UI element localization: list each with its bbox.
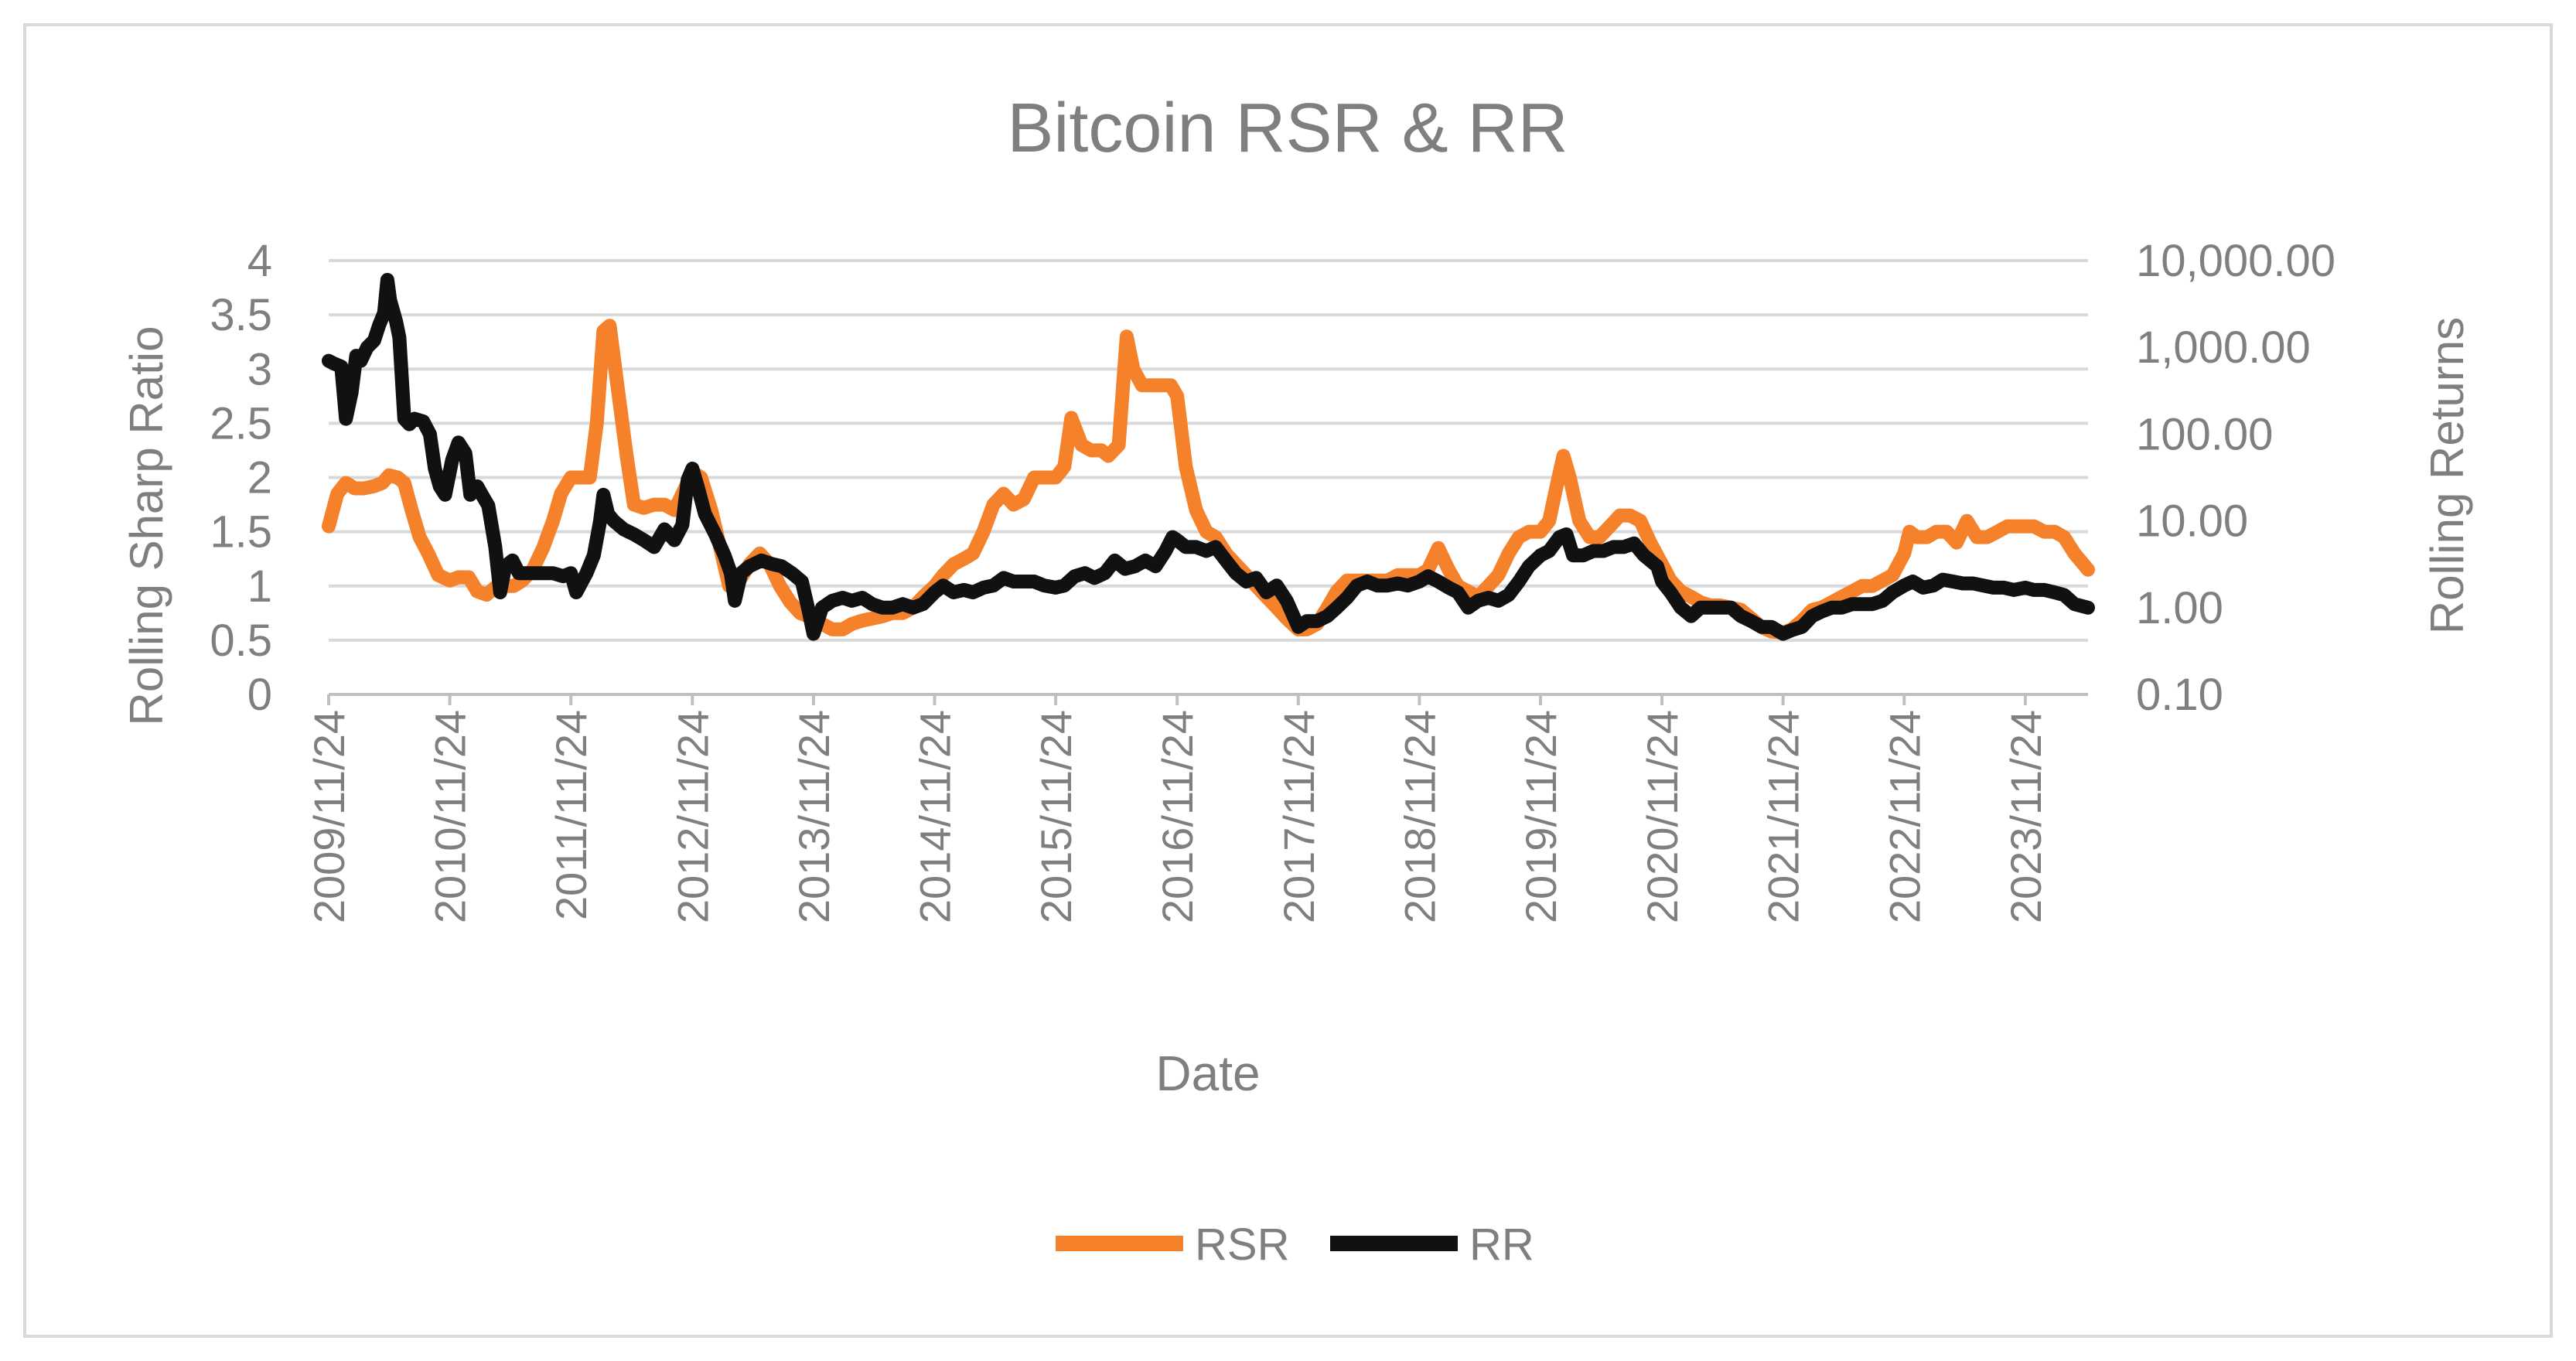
right-axis-ticks: 0.10 1.00 10.00 100.00 1,000.00 10,000.00 — [2136, 236, 2335, 720]
series-line-rr — [322, 272, 2095, 641]
chart-title: Bitcoin RSR & RR — [1007, 90, 1568, 167]
y-right-tick-label: 1.00 — [2136, 583, 2223, 633]
y-left-tick-label: 4 — [247, 236, 272, 286]
y-left-tick-label: 0.5 — [210, 616, 272, 666]
y-right-tick-label: 100.00 — [2136, 409, 2273, 459]
x-tick-label: 2023/11/24 — [2001, 710, 2050, 923]
x-tick-label: 2015/11/24 — [1032, 710, 1080, 923]
legend-label-rr: RR — [1469, 1219, 1534, 1270]
gridlines — [329, 259, 2088, 696]
series-lines — [322, 272, 2095, 641]
chart-frame — [23, 23, 2553, 1338]
y-left-tick-label: 3.5 — [210, 290, 272, 340]
x-tick-label: 2010/11/24 — [426, 710, 475, 923]
y-left-tick-label: 2.5 — [210, 398, 272, 449]
x-tick-label: 2012/11/24 — [668, 710, 717, 923]
x-axis-label: Date — [1155, 1045, 1260, 1101]
x-tick-label: 2019/11/24 — [1517, 710, 1565, 923]
x-axis-ticks: 2009/11/24 2010/11/24 2011/11/24 2012/11/24… — [305, 694, 2050, 923]
y-right-tick-label: 0.10 — [2136, 670, 2223, 720]
y-left-tick-label: 2 — [247, 453, 272, 503]
y-right-tick-label: 1,000.00 — [2136, 322, 2311, 373]
x-tick-label: 2020/11/24 — [1638, 710, 1687, 923]
y-right-label: Rolling Returns — [2421, 317, 2473, 634]
legend: RSR RR — [1056, 1219, 1534, 1270]
y-left-tick-label: 0 — [247, 670, 272, 720]
x-tick-label: 2017/11/24 — [1274, 710, 1323, 923]
y-left-tick-label: 1.5 — [210, 507, 272, 558]
left-axis-ticks: 00.511.522.533.54 — [210, 236, 272, 720]
y-right-tick-label: 10.00 — [2136, 496, 2248, 547]
x-tick-label: 2011/11/24 — [547, 710, 595, 920]
x-tick-label: 2016/11/24 — [1153, 710, 1202, 923]
y-left-label: Rolling Sharp Ratio — [121, 326, 172, 726]
x-tick-label: 2022/11/24 — [1880, 710, 1929, 923]
y-right-tick-label: 10,000.00 — [2136, 236, 2335, 286]
x-tick-label: 2013/11/24 — [790, 710, 838, 923]
x-tick-label: 2009/11/24 — [305, 710, 353, 923]
x-tick-label: 2018/11/24 — [1395, 710, 1444, 923]
x-tick-label: 2021/11/24 — [1759, 710, 1808, 923]
y-left-tick-label: 1 — [247, 561, 272, 612]
y-left-tick-label: 3 — [247, 344, 272, 394]
x-tick-label: 2014/11/24 — [911, 710, 960, 923]
legend-label-rsr: RSR — [1195, 1219, 1289, 1270]
